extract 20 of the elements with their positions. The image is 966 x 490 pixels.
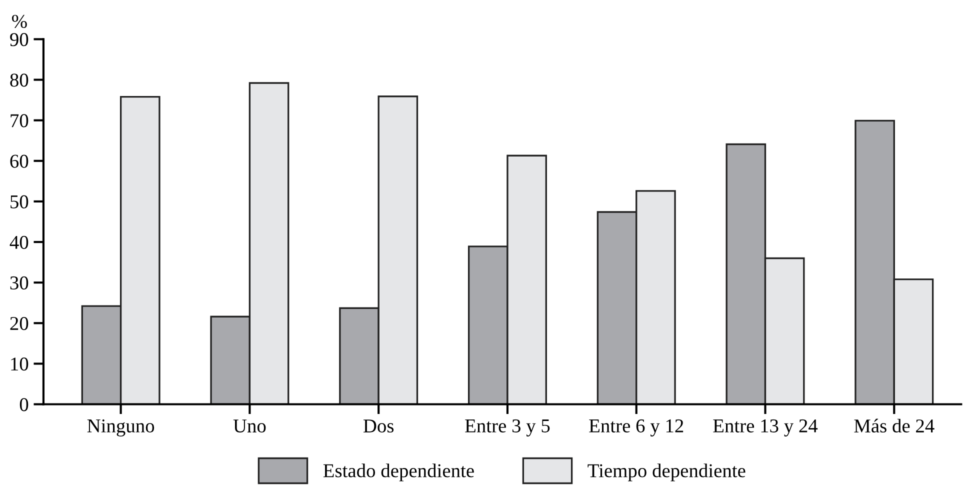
y-tick-label: 70 xyxy=(10,114,28,128)
legend-label: Estado dependiente xyxy=(323,464,474,482)
y-tick-label: 40 xyxy=(10,236,28,249)
y-tick-label: 30 xyxy=(10,276,28,290)
y-tick-label: 20 xyxy=(10,316,28,330)
legend-label: Tiempo dependiente xyxy=(588,464,746,482)
x-tick-label: Entre 13 y 24 xyxy=(713,419,818,436)
y-tick-label: 90 xyxy=(10,33,28,46)
y-tick-label: 0 xyxy=(20,398,28,412)
y-axis-title: % xyxy=(12,14,27,28)
x-tick-label: Entre 3 y 5 xyxy=(465,419,550,436)
x-tick-label: Dos xyxy=(363,420,394,433)
y-tick-label: 80 xyxy=(10,74,28,87)
x-tick-label: Entre 6 y 12 xyxy=(589,419,684,436)
y-tick-label: 10 xyxy=(11,358,28,371)
x-tick-label: Uno xyxy=(233,420,266,433)
y-tick-label: 50 xyxy=(10,195,28,208)
x-tick-label: Más de 24 xyxy=(854,418,934,433)
x-tick-label: Ninguno xyxy=(87,419,154,436)
y-tick-label: 60 xyxy=(10,154,28,168)
